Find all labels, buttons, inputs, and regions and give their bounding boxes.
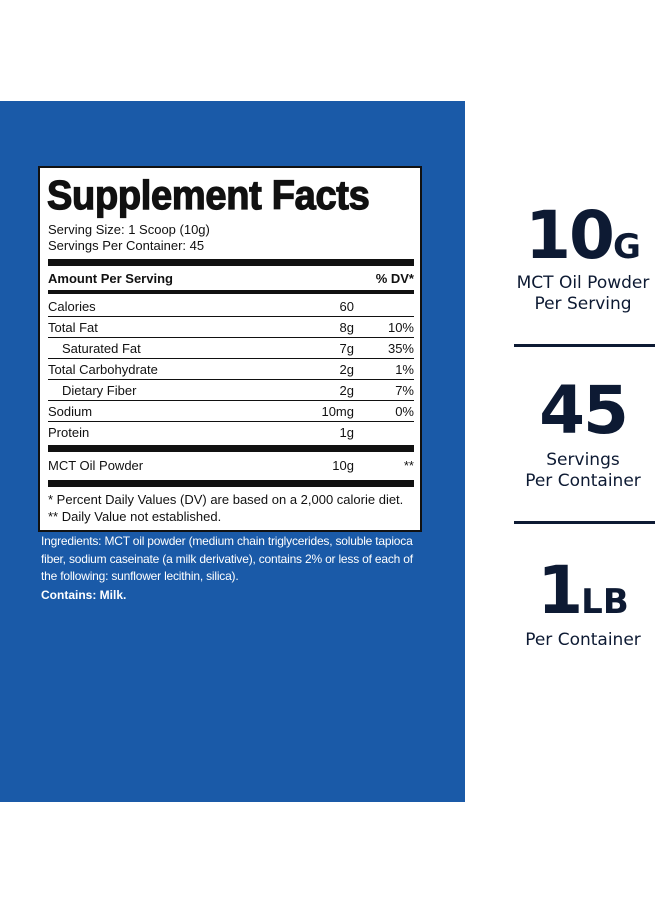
nutrient-row: MCT Oil Powder 10g ** xyxy=(48,455,414,475)
stat-servings: 45 Servings Per Container xyxy=(500,378,660,492)
nutrient-dv: ** xyxy=(403,457,414,473)
nutrient-name: MCT Oil Powder xyxy=(48,457,144,473)
nutrient-amount: 10g xyxy=(332,457,354,473)
header-amount-label: Amount Per Serving xyxy=(48,270,173,286)
stat-label: Servings xyxy=(546,450,620,470)
nutrient-amount: 2g xyxy=(339,382,354,398)
nutrient-amount: 7g xyxy=(339,340,354,356)
nutrient-name: Sodium xyxy=(48,403,93,419)
medium-divider xyxy=(48,290,414,294)
row-divider xyxy=(48,421,414,422)
nutrient-dv: 35% xyxy=(387,340,414,356)
nutrient-name: Protein xyxy=(48,424,90,440)
row-divider xyxy=(48,337,414,338)
header-dv-label: % DV* xyxy=(375,270,414,286)
nutrient-row: Total Fat 8g 10% xyxy=(48,317,414,337)
stat-container-weight: 1LB Per Container xyxy=(500,558,660,651)
row-divider xyxy=(48,400,414,401)
nutrient-amount: 60 xyxy=(339,298,354,314)
stat-divider xyxy=(514,344,655,347)
stat-label: MCT Oil Powder xyxy=(516,273,650,293)
nutrient-row: Dietary Fiber 2g 7% xyxy=(48,380,414,400)
thick-divider xyxy=(48,259,414,266)
facts-title: Supplement Facts xyxy=(46,173,370,220)
nutrient-row: Sodium 10mg 0% xyxy=(48,401,414,421)
stat-label: Per Serving xyxy=(534,294,632,314)
stat-number: 45 xyxy=(539,372,629,449)
nutrient-dv: 10% xyxy=(387,319,414,335)
thick-divider xyxy=(48,445,414,452)
thick-divider xyxy=(48,480,414,487)
nutrient-amount: 10mg xyxy=(321,403,354,419)
nutrient-name: Calories xyxy=(48,298,96,314)
nutrient-dv: 7% xyxy=(395,382,414,398)
nutrient-name: Total Carbohydrate xyxy=(48,361,158,377)
servings-per-container: Servings Per Container: 45 xyxy=(48,238,205,253)
stat-label: Per Container xyxy=(525,630,641,650)
nutrient-amount: 1g xyxy=(339,424,354,440)
facts-header-row: Amount Per Serving % DV* xyxy=(48,268,414,288)
nutrient-row: Saturated Fat 7g 35% xyxy=(48,338,414,358)
stat-number: 1LB xyxy=(537,552,629,629)
nutrient-dv: 1% xyxy=(395,361,414,377)
ingredients-text: Ingredients: MCT oil powder (medium chai… xyxy=(41,534,413,583)
nutrient-name: Total Fat xyxy=(48,319,98,335)
supplement-facts-panel: Supplement Facts Serving Size: 1 Scoop (… xyxy=(38,166,422,532)
stat-number: 10G xyxy=(525,197,641,274)
row-divider xyxy=(48,379,414,380)
row-divider xyxy=(48,358,414,359)
nutrient-row: Protein 1g xyxy=(48,422,414,442)
stat-divider xyxy=(514,521,655,524)
nutrient-name: Saturated Fat xyxy=(62,340,141,356)
allergen-contains: Contains: Milk. xyxy=(41,588,127,602)
nutrient-row: Total Carbohydrate 2g 1% xyxy=(48,359,414,379)
footnote-not-established: ** Daily Value not established. xyxy=(48,509,222,524)
row-divider xyxy=(48,316,414,317)
nutrient-name: Dietary Fiber xyxy=(62,382,137,398)
nutrient-row: Calories 60 xyxy=(48,296,414,316)
nutrient-amount: 8g xyxy=(339,319,354,335)
footnote-dv: * Percent Daily Values (DV) are based on… xyxy=(48,492,404,507)
nutrient-amount: 2g xyxy=(339,361,354,377)
stat-label: Per Container xyxy=(525,471,641,491)
serving-size: Serving Size: 1 Scoop (10g) xyxy=(48,222,210,237)
stat-mct-per-serving: 10G MCT Oil Powder Per Serving xyxy=(500,203,660,315)
nutrient-dv: 0% xyxy=(395,403,414,419)
